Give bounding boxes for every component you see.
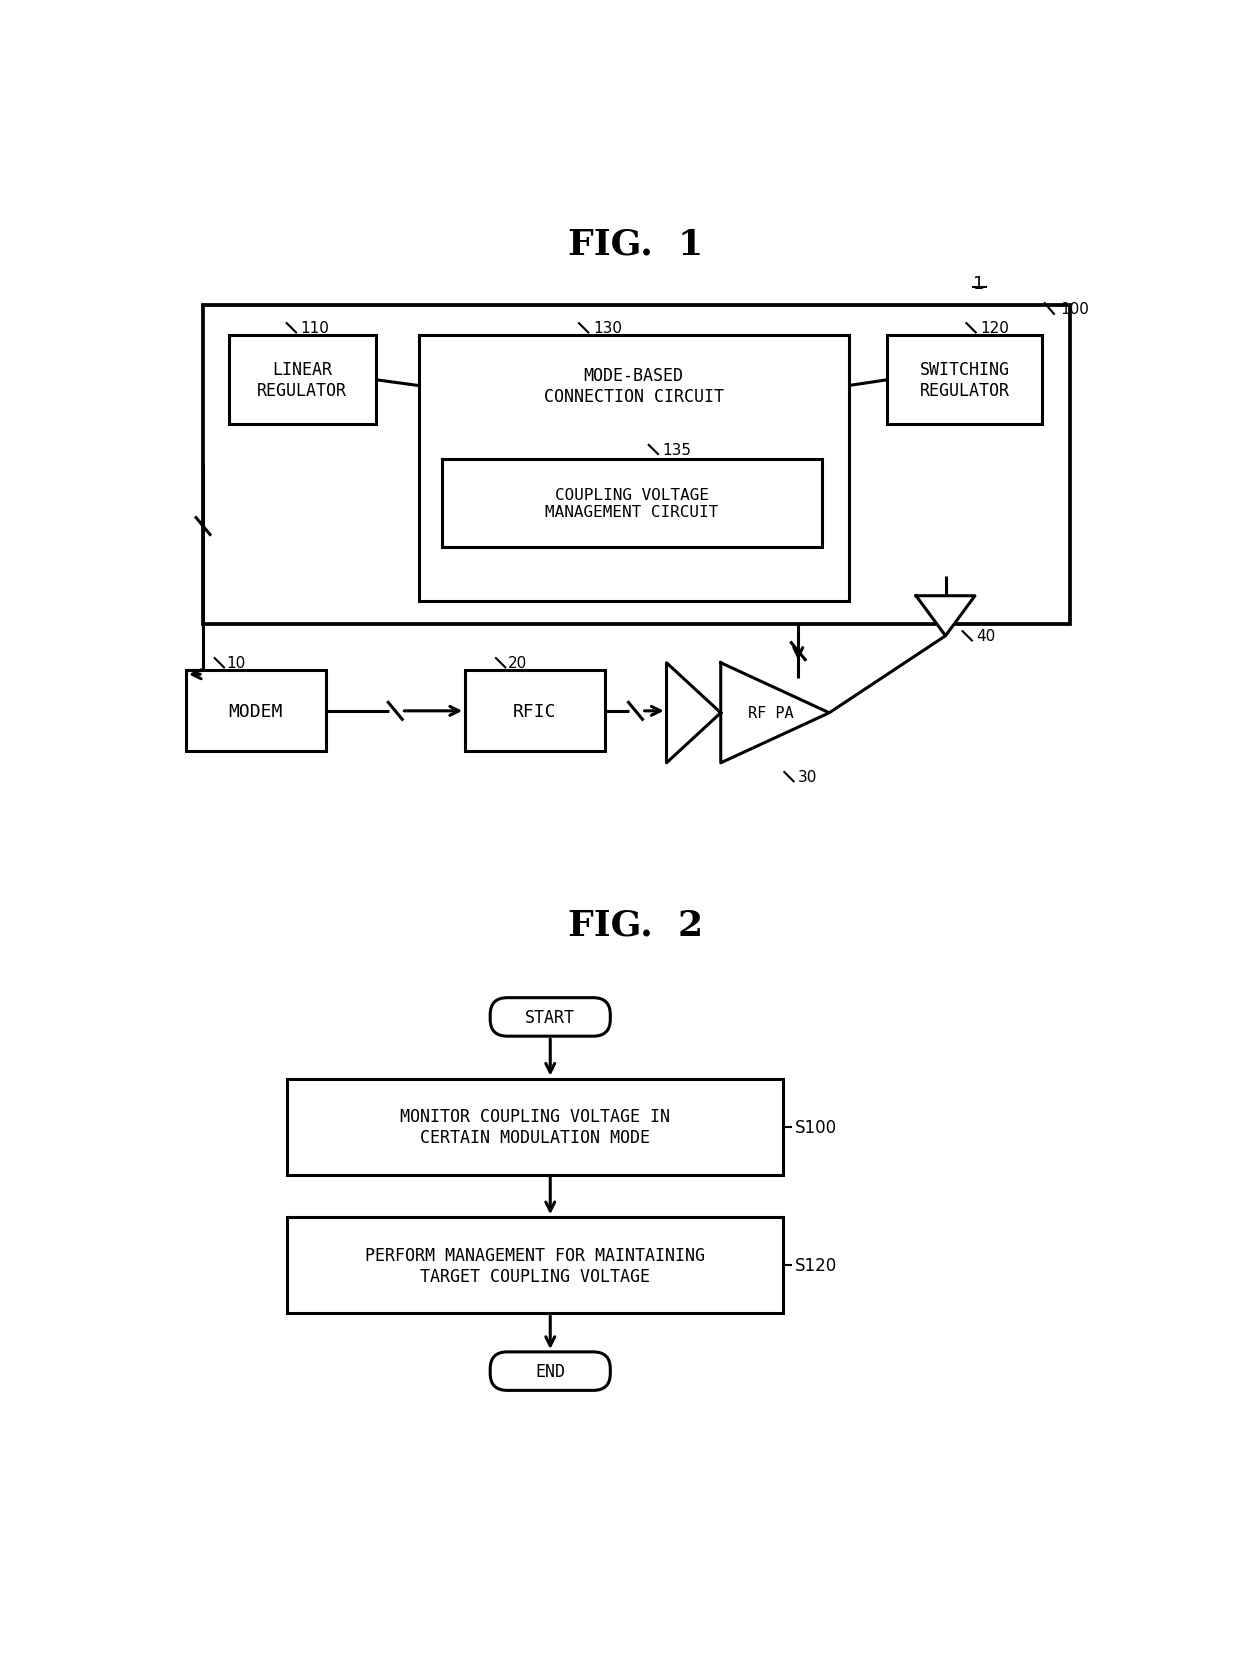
Bar	[286, 1079, 782, 1174]
Text: RFIC: RFIC	[513, 702, 557, 721]
Text: 130: 130	[593, 321, 622, 336]
Text: 1: 1	[972, 276, 985, 292]
Text: 10: 10	[226, 655, 246, 670]
Bar	[286, 1218, 782, 1314]
Bar	[465, 670, 605, 753]
Text: PERFORM MANAGEMENT FOR MAINTAINING
TARGET COUPLING VOLTAGE: PERFORM MANAGEMENT FOR MAINTAINING TARGE…	[365, 1247, 704, 1285]
Text: MONITOR COUPLING VOLTAGE IN
CERTAIN MODULATION MODE: MONITOR COUPLING VOLTAGE IN CERTAIN MODU…	[399, 1107, 670, 1146]
Text: 135: 135	[662, 442, 692, 457]
Text: FIG.  1: FIG. 1	[568, 227, 703, 260]
Text: LINEAR
REGULATOR: LINEAR REGULATOR	[257, 361, 347, 400]
Text: 120: 120	[981, 321, 1009, 336]
Polygon shape	[916, 596, 975, 637]
Text: 100: 100	[1060, 302, 1089, 318]
Text: 20: 20	[507, 655, 527, 670]
Text: RF PA: RF PA	[748, 706, 794, 721]
Text: 40: 40	[977, 628, 996, 643]
Text: S100: S100	[795, 1117, 837, 1136]
FancyBboxPatch shape	[490, 998, 610, 1037]
Text: S120: S120	[795, 1257, 837, 1275]
Bar	[419, 336, 848, 601]
Bar	[186, 670, 325, 753]
Text: 110: 110	[301, 321, 330, 336]
Text: START: START	[526, 1008, 575, 1026]
Text: COUPLING VOLTAGE
MANAGEMENT CIRCUIT: COUPLING VOLTAGE MANAGEMENT CIRCUIT	[546, 487, 718, 519]
Polygon shape	[720, 664, 830, 763]
Bar	[441, 459, 821, 548]
Text: FIG.  2: FIG. 2	[568, 907, 703, 942]
Text: SWITCHING
REGULATOR: SWITCHING REGULATOR	[920, 361, 1009, 400]
Text: MODEM: MODEM	[228, 702, 283, 721]
Bar	[203, 306, 1069, 625]
Text: END: END	[536, 1362, 565, 1381]
FancyBboxPatch shape	[490, 1352, 610, 1391]
Bar	[228, 336, 376, 425]
Bar	[888, 336, 1043, 425]
Text: MODE-BASED
CONNECTION CIRCUIT: MODE-BASED CONNECTION CIRCUIT	[543, 366, 724, 405]
Text: 30: 30	[799, 769, 817, 785]
Polygon shape	[667, 664, 720, 763]
